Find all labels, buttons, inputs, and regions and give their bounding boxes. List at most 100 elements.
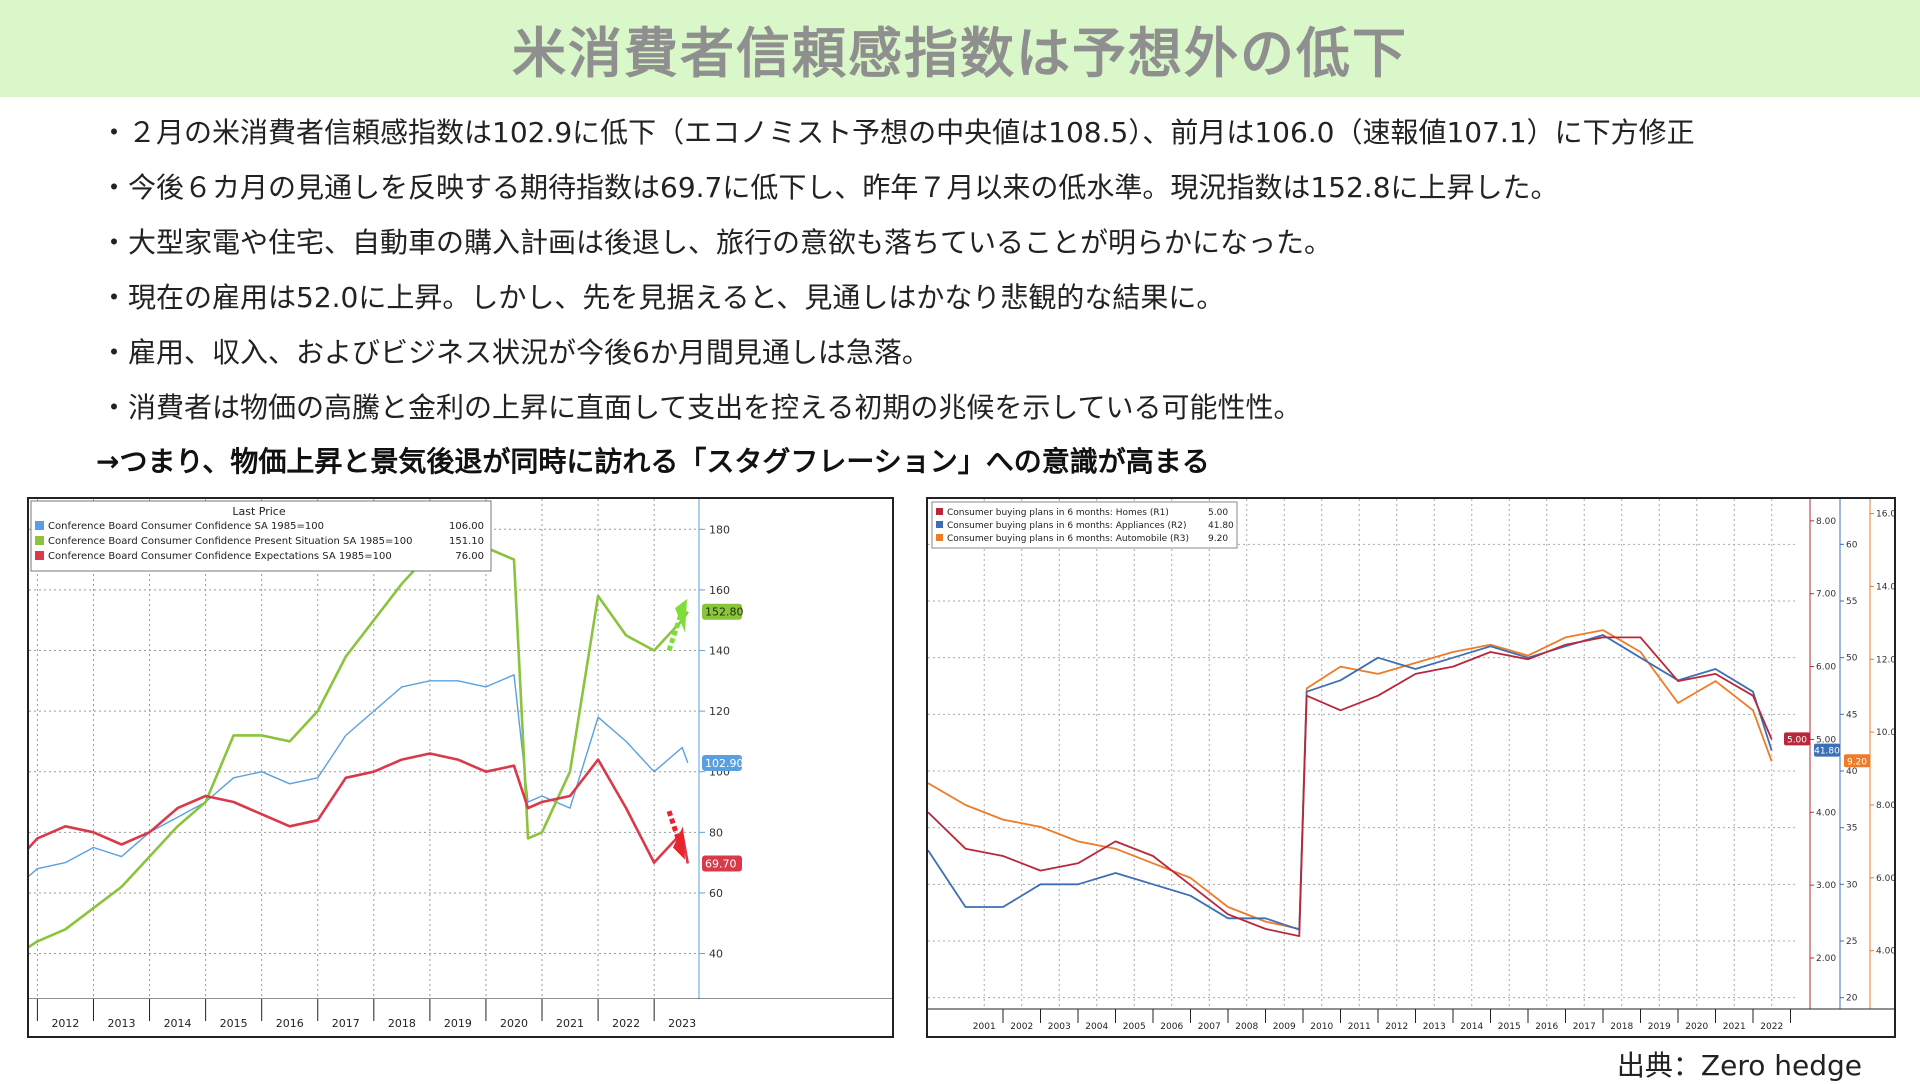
x-tick-label: 2013 <box>108 1017 136 1030</box>
legend-swatch <box>35 551 44 560</box>
right-axis-tick-label: 8.00 <box>1816 517 1836 527</box>
page-title: 米消費者信頼感指数は予想外の低下 <box>512 22 1408 85</box>
down-arrow-icon <box>666 810 682 843</box>
right-axis-tick-label: 60 <box>1846 540 1858 550</box>
right-axis-tick-label: 55 <box>1846 597 1857 607</box>
chart-legend: Last Price Conference Board Consumer Conf… <box>30 500 492 572</box>
series-line <box>928 636 1773 937</box>
bullet-item: ・消費者は物価の高騰と金利の上昇に直面して支出を控える初期の兆候を示している可能… <box>100 391 1302 424</box>
x-tick-label: 2020 <box>1685 1022 1708 1032</box>
up-arrow-icon <box>666 613 684 652</box>
x-tick-label: 2012 <box>1385 1022 1408 1032</box>
x-tick-label: 2021 <box>556 1017 584 1030</box>
last-value-label: 9.20 <box>1847 757 1867 767</box>
right-axis-tick-label: 35 <box>1846 824 1857 834</box>
right-axis-tick-label: 50 <box>1846 654 1858 664</box>
bullet-item: ・大型家電や住宅、自動車の購入計画は後退し、旅行の意欲も落ちていることが明らかに… <box>100 226 1333 259</box>
legend-value: 151.10 <box>449 536 484 547</box>
x-tick-label: 2016 <box>276 1017 304 1030</box>
right-axis-tick-label: 8.00 <box>1876 801 1894 811</box>
last-value-label: 69.70 <box>705 858 737 871</box>
legend-box <box>30 500 492 572</box>
right-axis-tick-label: 20 <box>1846 994 1858 1004</box>
x-tick-label: 2010 <box>1310 1022 1333 1032</box>
series-line <box>29 546 689 949</box>
right-axis-tick-label: 40 <box>1846 767 1858 777</box>
x-tick-label: 2001 <box>973 1022 996 1032</box>
last-value-label: 102.90 <box>705 757 744 770</box>
legend-label: Conference Board Consumer Confidence SA … <box>48 521 324 532</box>
right-axis-tick-label: 180 <box>709 523 730 536</box>
last-value-tag <box>702 603 742 620</box>
conclusion-text: →つまり、物価上昇と景気後退が同時に訪れる「スタグフレーション」への意識が高まる <box>96 445 1210 478</box>
x-tick-label: 2021 <box>1723 1022 1746 1032</box>
title-band: 米消費者信頼感指数は予想外の低下 <box>0 0 1920 97</box>
last-value-label: 5.00 <box>1787 735 1807 745</box>
legend-label: Consumer buying plans in 6 months: Appli… <box>947 521 1187 531</box>
right-axis-tick-label: 140 <box>709 645 730 658</box>
right-axis-tick-label: 4.00 <box>1816 808 1836 818</box>
right-axis-tick-label: 80 <box>709 826 723 839</box>
right-axis-tick-label: 60 <box>709 887 723 900</box>
legend-label: Consumer buying plans in 6 months: Autom… <box>947 534 1189 544</box>
series-line <box>29 752 690 864</box>
x-tick-label: 2008 <box>1235 1022 1258 1032</box>
right-axis-tick-label: 25 <box>1846 937 1857 947</box>
x-tick-label: 2005 <box>1123 1022 1146 1032</box>
source-credit: 出典：Zero hedge <box>1616 1049 1862 1082</box>
x-tick-label: 2014 <box>164 1017 192 1030</box>
legend-swatch <box>35 536 44 545</box>
x-tick-label: 2020 <box>500 1017 528 1030</box>
right-axis-tick-label: 6.00 <box>1876 874 1894 884</box>
x-tick-label: 2007 <box>1198 1022 1221 1032</box>
x-tick-label: 2022 <box>1760 1022 1783 1032</box>
last-value-tag <box>1784 732 1810 746</box>
legend-label: Conference Board Consumer Confidence Pre… <box>48 536 412 547</box>
x-tick-label: 2011 <box>1348 1022 1371 1032</box>
x-tick-label: 2002 <box>1010 1022 1033 1032</box>
x-tick-label: 2019 <box>444 1017 472 1030</box>
right-axis-tick-label: 40 <box>709 948 723 961</box>
right-axis-tick-label: 6.00 <box>1816 663 1836 673</box>
x-tick-label: 2016 <box>1535 1022 1558 1032</box>
legend-label: Consumer buying plans in 6 months: Homes… <box>947 508 1169 518</box>
series-line <box>29 674 689 877</box>
right-axis-tick-label: 7.00 <box>1816 590 1836 600</box>
legend-swatch <box>936 521 943 528</box>
bullet-item: ・２月の米消費者信頼感指数は102.9に低下（エコノミスト予想の中央値は108.… <box>100 116 1695 149</box>
right-axis-tick-label: 45 <box>1846 710 1857 720</box>
x-tick-label: 2018 <box>388 1017 416 1030</box>
up-arrow-head-icon <box>675 599 687 633</box>
legend-label: Conference Board Consumer Confidence Exp… <box>48 551 392 562</box>
series-line <box>928 629 1773 930</box>
legend-swatch <box>35 521 44 530</box>
x-tick-label: 2015 <box>220 1017 248 1030</box>
legend-value: 41.80 <box>1208 521 1234 531</box>
buying-plans-chart-svg: 2.00 3.00 4.00 5.00 6.00 7.00 8.00 20 25 30 35 40 45… <box>928 499 1894 1032</box>
legend-swatch <box>936 508 943 515</box>
buying-plans-chart: 2.00 3.00 4.00 5.00 6.00 7.00 8.00 20 25 30 35 40 45… <box>926 497 1896 1038</box>
x-tick-label: 2017 <box>1573 1022 1596 1032</box>
right-axis-tick-label: 5.00 <box>1816 735 1836 745</box>
legend-value: 76.00 <box>455 551 484 562</box>
right-axis-tick-label: 160 <box>709 584 730 597</box>
x-tick-label: 2018 <box>1610 1022 1633 1032</box>
x-tick-label: 2015 <box>1498 1022 1521 1032</box>
right-axis-tick-label: 10.00 <box>1876 728 1894 738</box>
legend-swatch <box>936 534 943 541</box>
x-tick-label: 2017 <box>332 1017 360 1030</box>
x-tick-label: 2022 <box>612 1017 640 1030</box>
last-value-tag <box>1814 743 1840 757</box>
x-tick-label: 2019 <box>1648 1022 1671 1032</box>
series-line <box>928 634 1773 931</box>
legend-title: Last Price <box>232 505 285 518</box>
right-axis-tick-label: 4.00 <box>1876 947 1894 957</box>
last-value-tag <box>702 754 742 771</box>
down-arrow-head-icon <box>673 826 685 860</box>
last-value-label: 41.80 <box>1814 747 1840 757</box>
x-tick-label: 2003 <box>1048 1022 1071 1032</box>
last-value-tag <box>1844 754 1870 768</box>
last-value-tag <box>702 855 742 872</box>
right-axis-tick-label: 12.00 <box>1876 655 1894 665</box>
